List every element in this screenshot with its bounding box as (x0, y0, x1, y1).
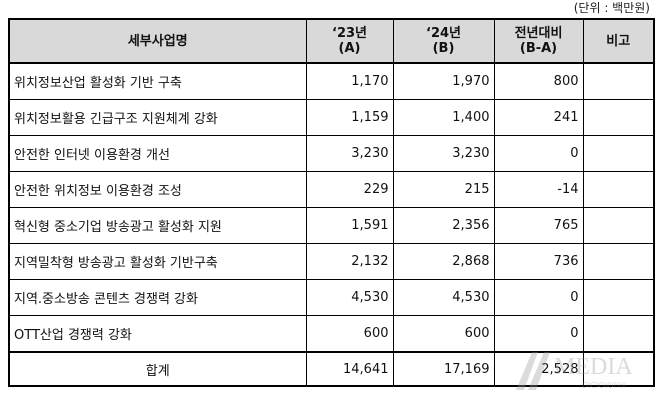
row-2023: 1,159 (305, 99, 394, 136)
row-note (582, 315, 655, 353)
header-diff-code: (B-A) (519, 41, 558, 56)
row-2024: 3,230 (392, 135, 495, 172)
header-diff-label: 전년대비 (514, 26, 563, 41)
row-diff: 0 (493, 279, 584, 316)
header-2024-year: ‘24년 (426, 26, 461, 41)
row-2023: 3,230 (305, 135, 394, 172)
row-note (582, 62, 655, 100)
total-label: 합계 (8, 351, 307, 387)
row-name: 지역밀착형 방송광고 활성화 기반구축 (8, 243, 307, 280)
total-2023: 14,641 (305, 351, 394, 387)
row-diff: 800 (493, 62, 584, 100)
row-note (582, 207, 655, 244)
header-2023: ‘23년 (A) (305, 18, 394, 64)
total-diff: 2,528 (493, 351, 584, 387)
row-name: 지역.중소방송 콘텐츠 경쟁력 강화 (8, 279, 307, 316)
header-note: 비고 (582, 18, 655, 64)
header-2023-year: ‘23년 (332, 26, 367, 41)
row-2024: 215 (392, 171, 495, 208)
row-note (582, 135, 655, 172)
table-row: 지역밀착형 방송광고 활성화 기반구축 2,132 2,868 736 (8, 243, 655, 280)
row-name: OTT산업 경쟁력 강화 (8, 315, 307, 353)
total-2024: 17,169 (392, 351, 495, 387)
header-diff: 전년대비 (B-A) (493, 18, 584, 64)
row-2024: 600 (392, 315, 495, 353)
row-2024: 1,400 (392, 99, 495, 136)
header-name: 세부사업명 (8, 18, 307, 64)
row-name: 혁신형 중소기업 방송광고 활성화 지원 (8, 207, 307, 244)
row-diff: -14 (493, 171, 584, 208)
header-2023-code: (A) (338, 41, 361, 56)
row-diff: 0 (493, 315, 584, 353)
table-row: 위치정보산업 활성화 기반 구축 1,170 1,970 800 (8, 62, 655, 100)
row-diff: 736 (493, 243, 584, 280)
row-2024: 4,530 (392, 279, 495, 316)
row-2024: 2,356 (392, 207, 495, 244)
row-diff: 765 (493, 207, 584, 244)
row-diff: 241 (493, 99, 584, 136)
row-diff: 0 (493, 135, 584, 172)
total-note (582, 351, 655, 387)
row-2023: 1,591 (305, 207, 394, 244)
row-name: 안전한 위치정보 이용환경 조성 (8, 171, 307, 208)
table-row: OTT산업 경쟁력 강화 600 600 0 (8, 315, 655, 353)
row-note (582, 243, 655, 280)
table-row: 지역.중소방송 콘텐츠 경쟁력 강화 4,530 4,530 0 (8, 279, 655, 316)
table-row: 혁신형 중소기업 방송광고 활성화 지원 1,591 2,356 765 (8, 207, 655, 244)
row-2023: 2,132 (305, 243, 394, 280)
row-2023: 1,170 (305, 62, 394, 100)
row-name: 안전한 인터넷 이용환경 개선 (8, 135, 307, 172)
table-row: 안전한 인터넷 이용환경 개선 3,230 3,230 0 (8, 135, 655, 172)
header-2024: ‘24년 (B) (392, 18, 495, 64)
row-2024: 2,868 (392, 243, 495, 280)
budget-table: 세부사업명 ‘23년 (A) ‘24년 (B) 전년대비 (B-A) 비고 위치… (8, 18, 655, 387)
row-note (582, 279, 655, 316)
row-2023: 4,530 (305, 279, 394, 316)
table-row: 안전한 위치정보 이용환경 조성 229 215 -14 (8, 171, 655, 208)
header-2024-code: (B) (432, 41, 455, 56)
row-2023: 600 (305, 315, 394, 353)
row-name: 위치정보활용 긴급구조 지원체계 강화 (8, 99, 307, 136)
table-row: 위치정보활용 긴급구조 지원체계 강화 1,159 1,400 241 (8, 99, 655, 136)
unit-label: (단위 : 백만원) (573, 1, 650, 15)
row-note (582, 99, 655, 136)
row-2023: 229 (305, 171, 394, 208)
row-note (582, 171, 655, 208)
row-2024: 1,970 (392, 62, 495, 100)
row-name: 위치정보산업 활성화 기반 구축 (8, 62, 307, 100)
total-row: 합계 14,641 17,169 2,528 (8, 351, 655, 387)
table-header-row: 세부사업명 ‘23년 (A) ‘24년 (B) 전년대비 (B-A) 비고 (8, 18, 655, 64)
